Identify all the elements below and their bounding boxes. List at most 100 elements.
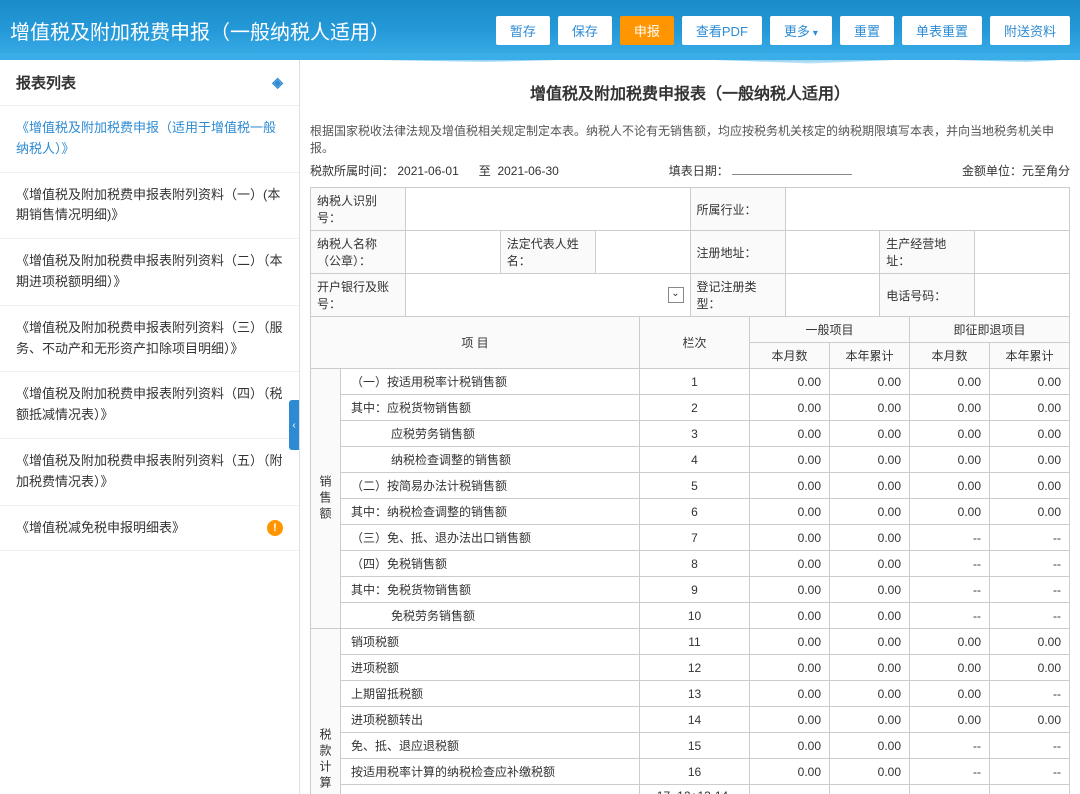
save-button[interactable]: 保存 — [558, 16, 612, 45]
value-cell[interactable]: 0.00 — [830, 395, 910, 421]
row-item-label: 应税劳务销售额 — [341, 421, 640, 447]
value-cell[interactable]: 0.00 — [830, 603, 910, 629]
value-cell[interactable]: 0.00 — [990, 473, 1070, 499]
industry-field[interactable] — [785, 188, 1070, 231]
table-row: （四）免税销售额80.000.00---- — [311, 551, 1070, 577]
value-cell[interactable]: 0.00 — [750, 421, 830, 447]
reg-addr-field[interactable] — [785, 231, 880, 274]
value-cell[interactable]: 0.00 — [830, 707, 910, 733]
row-item-label: 应抵扣税额合计 — [341, 785, 640, 794]
value-cell[interactable]: 0.00 — [830, 499, 910, 525]
value-cell[interactable]: 0.00 — [830, 447, 910, 473]
value-cell[interactable]: 0.00 — [830, 525, 910, 551]
value-cell[interactable]: 0.00 — [990, 421, 1070, 447]
view-pdf-button[interactable]: 查看PDF — [682, 16, 762, 45]
layers-icon[interactable]: ◈ — [272, 74, 283, 91]
table-row: 销售额（一）按适用税率计税销售额10.000.000.000.00 — [311, 369, 1070, 395]
sidebar-item[interactable]: 《增值税及附加税费申报表附列资料（四）（税额抵减情况表）》 — [0, 372, 299, 439]
value-cell[interactable]: 0.00 — [750, 369, 830, 395]
taxpayer-id-field[interactable] — [406, 188, 691, 231]
value-cell[interactable]: 0.00 — [830, 473, 910, 499]
value-cell[interactable]: 0.00 — [750, 603, 830, 629]
value-cell[interactable]: 0.00 — [830, 733, 910, 759]
value-cell[interactable]: 0.00 — [750, 707, 830, 733]
value-cell[interactable]: 0.00 — [750, 473, 830, 499]
value-cell[interactable]: 0.00 — [910, 421, 990, 447]
value-cell[interactable]: 0.00 — [990, 707, 1070, 733]
value-cell[interactable]: 0.00 — [750, 733, 830, 759]
more-button[interactable]: 更多▾ — [770, 16, 832, 45]
sidebar-item[interactable]: 《增值税减免税申报明细表》 — [0, 506, 299, 552]
value-cell[interactable]: 0.00 — [750, 629, 830, 655]
value-cell[interactable]: 0.00 — [990, 447, 1070, 473]
sidebar-item[interactable]: 《增值税及附加税费申报表附列资料（二）（本期进项税额明细）》 — [0, 239, 299, 306]
sidebar-item[interactable]: 《增值税及附加税费申报表附列资料（一）(本期销售情况明细)》 — [0, 173, 299, 240]
value-cell[interactable]: 0.00 — [910, 785, 990, 794]
value-cell[interactable]: 0.00 — [750, 577, 830, 603]
value-cell[interactable]: 0.00 — [910, 707, 990, 733]
value-cell[interactable]: 0.00 — [830, 759, 910, 785]
value-cell[interactable]: 0.00 — [990, 629, 1070, 655]
row-item-label: 纳税检查调整的销售额 — [341, 447, 640, 473]
value-cell[interactable]: 0.00 — [750, 681, 830, 707]
header-toolbar: 暂存 保存 申报 查看PDF 更多▾ 重置 单表重置 附送资料 — [496, 16, 1070, 45]
sidebar-item[interactable]: 《增值税及附加税费申报表附列资料（三）（服务、不动产和无形资产扣除项目明细）》 — [0, 306, 299, 373]
value-cell[interactable]: 0.00 — [830, 577, 910, 603]
value-cell: -- — [990, 525, 1070, 551]
sidebar-item[interactable]: 《增值税及附加税费申报（适用于增值税一般纳税人）》 — [0, 106, 299, 173]
value-cell[interactable]: 0.00 — [750, 785, 830, 794]
bank-field[interactable]: ⌄ — [406, 274, 691, 317]
value-cell: -- — [990, 785, 1070, 794]
value-cell[interactable]: 0.00 — [910, 499, 990, 525]
page-title: 增值税及附加税费申报（一般纳税人适用） — [10, 16, 496, 45]
value-cell[interactable]: 0.00 — [830, 785, 910, 794]
reg-type-field[interactable] — [785, 274, 880, 317]
value-cell[interactable]: 0.00 — [910, 395, 990, 421]
biz-addr-field[interactable] — [975, 231, 1070, 274]
value-cell[interactable]: 0.00 — [990, 369, 1070, 395]
value-cell[interactable]: 0.00 — [750, 499, 830, 525]
value-cell[interactable]: 0.00 — [750, 655, 830, 681]
collapse-handle[interactable]: ‹ — [289, 400, 299, 450]
value-cell[interactable]: 0.00 — [910, 629, 990, 655]
phone-field[interactable] — [975, 274, 1070, 317]
value-cell[interactable]: 0.00 — [910, 655, 990, 681]
row-item-label: 其中：免税货物销售额 — [341, 577, 640, 603]
value-cell[interactable]: 0.00 — [830, 655, 910, 681]
value-cell[interactable]: 0.00 — [910, 681, 990, 707]
value-cell[interactable]: 0.00 — [910, 447, 990, 473]
value-cell[interactable]: 0.00 — [830, 369, 910, 395]
single-reset-button[interactable]: 单表重置 — [902, 16, 982, 45]
value-cell[interactable]: 0.00 — [750, 395, 830, 421]
save-temp-button[interactable]: 暂存 — [496, 16, 550, 45]
attach-button[interactable]: 附送资料 — [990, 16, 1070, 45]
taxpayer-name-field[interactable] — [406, 231, 501, 274]
value-cell[interactable]: 0.00 — [750, 551, 830, 577]
table-row: 按适用税率计算的纳税检查应补缴税额160.000.00---- — [311, 759, 1070, 785]
value-cell[interactable]: 0.00 — [830, 551, 910, 577]
table-row: 进项税额转出140.000.000.000.00 — [311, 707, 1070, 733]
value-cell[interactable]: 0.00 — [990, 395, 1070, 421]
value-cell[interactable]: 0.00 — [830, 629, 910, 655]
table-row: 其中：纳税检查调整的销售额60.000.000.000.00 — [311, 499, 1070, 525]
reset-button[interactable]: 重置 — [840, 16, 894, 45]
value-cell[interactable]: 0.00 — [990, 655, 1070, 681]
sidebar-item[interactable]: 《增值税及附加税费申报表附列资料（五）（附加税费情况表）》 — [0, 439, 299, 506]
value-cell[interactable]: 0.00 — [750, 759, 830, 785]
value-cell[interactable]: 0.00 — [750, 525, 830, 551]
value-cell[interactable]: 0.00 — [750, 447, 830, 473]
legal-rep-field[interactable] — [595, 231, 690, 274]
sidebar: 报表列表 ◈ 《增值税及附加税费申报（适用于增值税一般纳税人）》《增值税及附加税… — [0, 60, 300, 794]
declare-button[interactable]: 申报 — [620, 16, 674, 45]
dropdown-icon[interactable]: ⌄ — [668, 287, 684, 303]
table-row: 上期留抵税额130.000.000.00-- — [311, 681, 1070, 707]
value-cell[interactable]: 0.00 — [910, 369, 990, 395]
value-cell[interactable]: 0.00 — [990, 499, 1070, 525]
table-row: 其中：免税货物销售额90.000.00---- — [311, 577, 1070, 603]
row-item-label: 免税劳务销售额 — [341, 603, 640, 629]
value-cell[interactable]: 0.00 — [830, 421, 910, 447]
row-item-label: 按适用税率计算的纳税检查应补缴税额 — [341, 759, 640, 785]
row-item-label: （四）免税销售额 — [341, 551, 640, 577]
value-cell[interactable]: 0.00 — [830, 681, 910, 707]
value-cell[interactable]: 0.00 — [910, 473, 990, 499]
